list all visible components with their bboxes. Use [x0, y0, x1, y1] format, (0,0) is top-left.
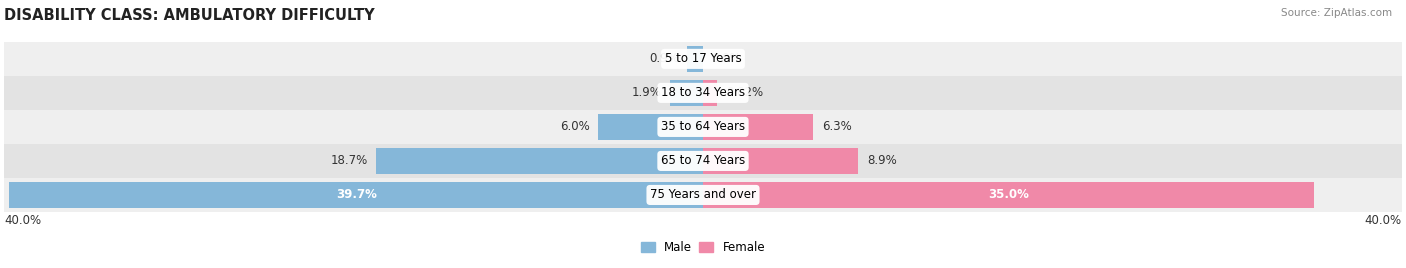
Bar	[703, 114, 813, 140]
Text: 40.0%: 40.0%	[1365, 214, 1402, 227]
Bar	[4, 42, 1402, 76]
Bar	[377, 148, 703, 174]
Legend: Male, Female: Male, Female	[641, 241, 765, 254]
Bar	[598, 114, 703, 140]
Bar	[4, 144, 1402, 178]
Text: 39.7%: 39.7%	[336, 188, 377, 202]
Text: Source: ZipAtlas.com: Source: ZipAtlas.com	[1281, 8, 1392, 18]
Text: 18 to 34 Years: 18 to 34 Years	[661, 86, 745, 99]
Text: 35.0%: 35.0%	[988, 188, 1029, 202]
Text: 5 to 17 Years: 5 to 17 Years	[665, 52, 741, 65]
Text: 8.9%: 8.9%	[868, 154, 897, 168]
Text: 75 Years and over: 75 Years and over	[650, 188, 756, 202]
Bar	[688, 46, 703, 72]
Text: 1.9%: 1.9%	[631, 86, 661, 99]
Text: DISABILITY CLASS: AMBULATORY DIFFICULTY: DISABILITY CLASS: AMBULATORY DIFFICULTY	[4, 8, 375, 23]
Text: 65 to 74 Years: 65 to 74 Years	[661, 154, 745, 168]
Text: 6.0%: 6.0%	[560, 120, 589, 133]
Bar	[4, 110, 1402, 144]
Text: 18.7%: 18.7%	[330, 154, 367, 168]
Text: 0.82%: 0.82%	[725, 86, 763, 99]
Bar	[703, 182, 1315, 208]
Text: 0.0%: 0.0%	[711, 52, 741, 65]
Text: 35 to 64 Years: 35 to 64 Years	[661, 120, 745, 133]
Bar	[669, 80, 703, 106]
Text: 0.9%: 0.9%	[648, 52, 679, 65]
Bar	[703, 80, 717, 106]
Bar	[4, 178, 1402, 212]
Text: 40.0%: 40.0%	[4, 214, 41, 227]
Bar	[4, 76, 1402, 110]
Text: 6.3%: 6.3%	[821, 120, 852, 133]
Bar	[10, 182, 703, 208]
Bar	[703, 148, 859, 174]
